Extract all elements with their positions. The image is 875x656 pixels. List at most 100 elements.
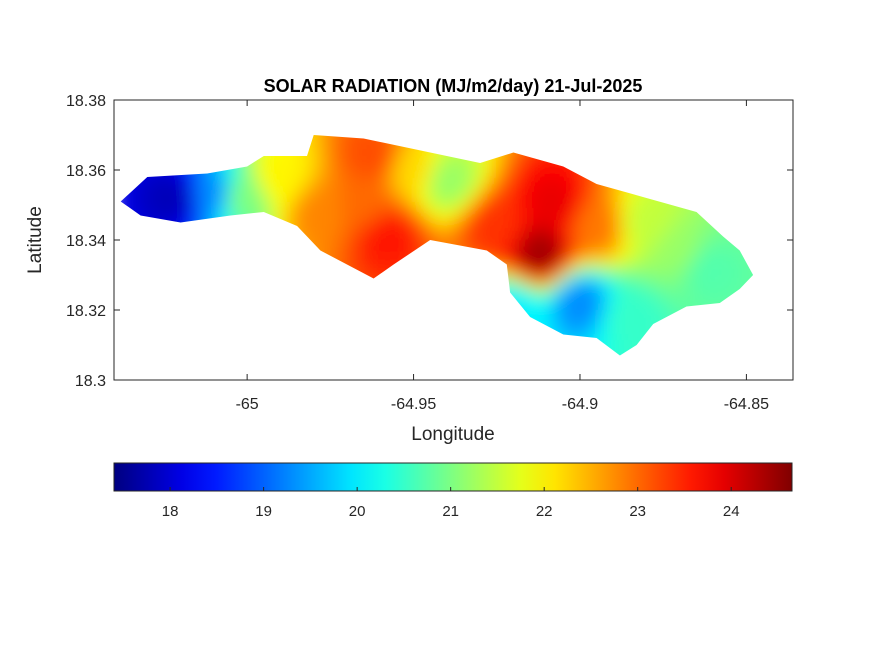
field-cell (558, 316, 565, 323)
field-cell (336, 214, 343, 221)
field-cell (474, 166, 481, 173)
field-cell (618, 334, 625, 341)
field-cell (300, 184, 307, 191)
field-cell (594, 292, 601, 299)
field-cell (672, 262, 679, 269)
field-cell (156, 202, 163, 209)
field-cell (504, 250, 511, 257)
field-cell (534, 178, 541, 185)
field-cell (324, 226, 331, 233)
field-cell (240, 190, 247, 197)
field-cell (294, 166, 301, 173)
field-cell (564, 172, 571, 179)
field-cell (132, 190, 139, 197)
field-cell (720, 292, 727, 299)
field-cell (570, 256, 577, 263)
field-cell (432, 214, 439, 221)
field-cell (294, 172, 301, 179)
field-cell (660, 238, 667, 245)
field-cell (636, 322, 643, 329)
field-cell (624, 286, 631, 293)
field-cell (396, 160, 403, 167)
field-cell (732, 262, 739, 269)
field-cell (414, 202, 421, 209)
field-cell (600, 316, 607, 323)
field-cell (612, 304, 619, 311)
field-cell (174, 178, 181, 185)
field-cell (666, 220, 673, 227)
field-cell (480, 196, 487, 203)
field-cell (312, 208, 319, 215)
field-cell (294, 220, 301, 227)
field-cell (456, 220, 463, 227)
field-cell (570, 274, 577, 281)
field-cell (348, 244, 355, 251)
field-cell (702, 280, 709, 287)
plot-area: -65 -64.95 -64.9 -64.85 18.318.3218.3418.36… (66, 93, 794, 413)
field-cell (432, 172, 439, 179)
field-cell (510, 172, 517, 179)
field-cell (360, 184, 367, 191)
field-cell (270, 178, 277, 185)
field-cell (438, 208, 445, 215)
field-cell (672, 232, 679, 239)
field-cell (618, 214, 625, 221)
field-cell (468, 232, 475, 239)
field-cell (672, 268, 679, 275)
field-cell (372, 226, 379, 233)
field-cell (318, 190, 325, 197)
field-cell (366, 202, 373, 209)
field-cell (192, 172, 199, 179)
field-cell (546, 280, 553, 287)
field-cell (642, 202, 649, 209)
field-cell (720, 274, 727, 281)
field-cell (414, 226, 421, 233)
field-cell (342, 160, 349, 167)
field-cell (444, 214, 451, 221)
field-cell (390, 238, 397, 245)
field-cell (378, 268, 385, 275)
field-cell (660, 274, 667, 281)
field-cell (372, 190, 379, 197)
field-cell (438, 202, 445, 209)
field-cell (606, 190, 613, 197)
field-cell (486, 172, 493, 179)
field-cell (588, 304, 595, 311)
field-cell (348, 148, 355, 155)
field-cell (420, 238, 427, 245)
field-cell (402, 184, 409, 191)
field-cell (384, 172, 391, 179)
field-cell (510, 250, 517, 257)
field-cell (462, 190, 469, 197)
field-cell (612, 226, 619, 233)
field-cell (396, 256, 403, 263)
field-cell (594, 214, 601, 221)
field-cell (630, 244, 637, 251)
field-cell (348, 136, 355, 143)
field-cell (516, 292, 523, 299)
field-cell (270, 160, 277, 167)
field-cell (306, 178, 313, 185)
field-cell (354, 262, 361, 269)
field-cell (318, 232, 325, 239)
field-cell (246, 196, 253, 203)
field-cell (252, 190, 259, 197)
field-cell (660, 292, 667, 299)
field-cell (408, 166, 415, 173)
field-cell (234, 184, 241, 191)
field-cell (360, 148, 367, 155)
field-cell (744, 262, 751, 269)
field-cell (348, 220, 355, 227)
field-cell (516, 160, 523, 167)
field-cell (534, 244, 541, 251)
field-cell (564, 274, 571, 281)
field-cell (534, 286, 541, 293)
field-cell (636, 238, 643, 245)
field-cell (552, 202, 559, 209)
field-cell (588, 328, 595, 335)
field-cell (186, 208, 193, 215)
field-cell (714, 256, 721, 263)
field-cell (348, 160, 355, 167)
field-cell (318, 244, 325, 251)
field-cell (720, 262, 727, 269)
